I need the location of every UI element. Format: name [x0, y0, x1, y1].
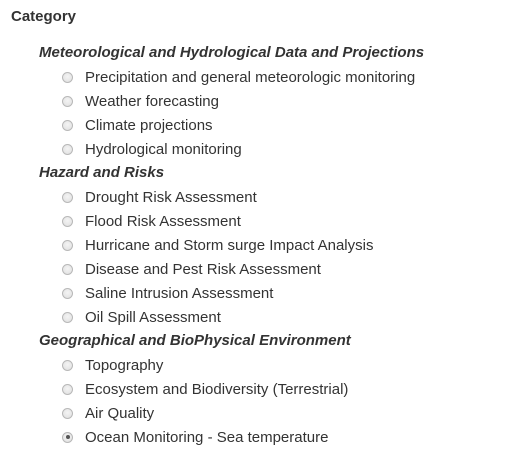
- option-flood-risk[interactable]: Flood Risk Assessment: [62, 211, 241, 231]
- group-heading-hazard: Hazard and Risks: [39, 164, 165, 181]
- option-saline-intrusion[interactable]: Saline Intrusion Assessment: [62, 283, 273, 303]
- option-hydrological-monitoring[interactable]: Hydrological monitoring: [62, 139, 242, 159]
- group-heading-meteorological: Meteorological and Hydrological Data and…: [39, 44, 425, 61]
- option-label: Saline Intrusion Assessment: [85, 284, 274, 302]
- radio-button[interactable]: [62, 287, 73, 299]
- option-precipitation[interactable]: Precipitation and general meteorologic m…: [62, 67, 415, 87]
- radio-button[interactable]: [62, 239, 73, 251]
- option-label: Precipitation and general meteorologic m…: [85, 68, 416, 86]
- option-topography[interactable]: Topography: [62, 355, 163, 375]
- option-label: Ocean Monitoring - Sea temperature: [85, 428, 329, 446]
- option-weather-forecasting[interactable]: Weather forecasting: [62, 91, 219, 111]
- radio-button[interactable]: [62, 431, 73, 443]
- radio-button[interactable]: [62, 143, 73, 155]
- radio-button[interactable]: [62, 95, 73, 107]
- option-ecosystem-biodiversity[interactable]: Ecosystem and Biodiversity (Terrestrial): [62, 379, 348, 399]
- radio-button[interactable]: [62, 311, 73, 323]
- option-label: Disease and Pest Risk Assessment: [85, 260, 321, 278]
- radio-button[interactable]: [62, 383, 73, 395]
- option-label: Hurricane and Storm surge Impact Analysi…: [85, 236, 374, 254]
- radio-button[interactable]: [62, 191, 73, 203]
- option-label: Air Quality: [85, 404, 155, 422]
- option-ocean-monitoring[interactable]: Ocean Monitoring - Sea temperature: [62, 427, 328, 447]
- radio-button[interactable]: [62, 119, 73, 131]
- group-heading-geographical: Geographical and BioPhysical Environment: [39, 332, 351, 349]
- option-disease-pest-risk[interactable]: Disease and Pest Risk Assessment: [62, 259, 321, 279]
- option-label: Hydrological monitoring: [85, 140, 242, 158]
- option-drought-risk[interactable]: Drought Risk Assessment: [62, 187, 257, 207]
- option-hurricane-storm-surge[interactable]: Hurricane and Storm surge Impact Analysi…: [62, 235, 373, 255]
- option-oil-spill[interactable]: Oil Spill Assessment: [62, 307, 221, 327]
- option-label: Weather forecasting: [85, 92, 219, 110]
- radio-button[interactable]: [62, 359, 73, 371]
- category-title: Category: [11, 8, 77, 25]
- option-climate-projections[interactable]: Climate projections: [62, 115, 213, 135]
- option-air-quality[interactable]: Air Quality: [62, 403, 154, 423]
- option-label: Drought Risk Assessment: [85, 188, 257, 206]
- radio-button[interactable]: [62, 71, 73, 83]
- option-label: Ecosystem and Biodiversity (Terrestrial): [85, 380, 349, 398]
- radio-button[interactable]: [62, 215, 73, 227]
- option-label: Flood Risk Assessment: [85, 212, 241, 230]
- option-label: Climate projections: [85, 116, 213, 134]
- option-label: Topography: [85, 356, 164, 374]
- radio-button[interactable]: [62, 407, 73, 419]
- option-label: Oil Spill Assessment: [85, 308, 221, 326]
- radio-button[interactable]: [62, 263, 73, 275]
